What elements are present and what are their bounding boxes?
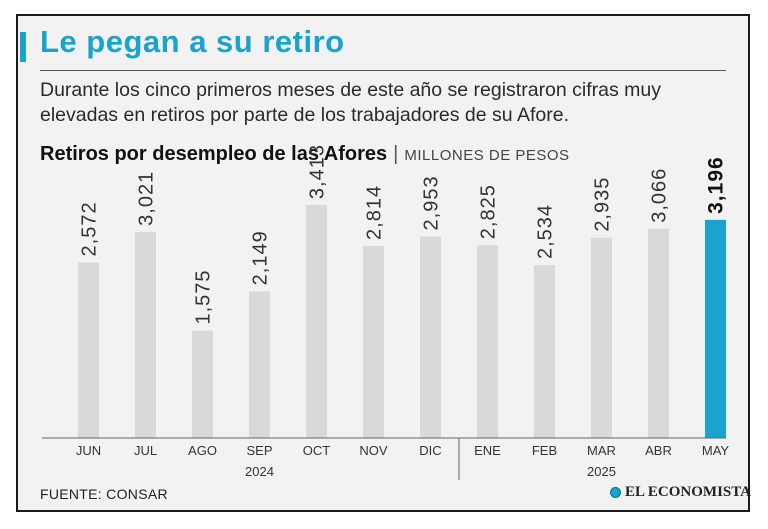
x-tick-label-nov: NOV <box>359 443 388 458</box>
bar-jul <box>135 231 156 438</box>
data-label-feb: 2,534 <box>535 204 557 259</box>
x-tick-label-ago: AGO <box>188 443 217 458</box>
data-label-ago: 1,575 <box>193 269 215 324</box>
x-tick-label-oct: OCT <box>303 443 331 458</box>
x-tick-label-may: MAY <box>702 443 730 458</box>
brand-icon <box>610 487 621 499</box>
bar-oct <box>306 205 327 438</box>
x-tick-label-feb: FEB <box>532 443 557 458</box>
title-accent-bar <box>20 32 26 62</box>
data-label-may: 3,196 <box>705 156 728 214</box>
bar-jun <box>78 262 99 438</box>
data-label-abr: 3,066 <box>649 168 671 223</box>
year-label-2025: 2025 <box>587 464 616 479</box>
bar-feb <box>534 265 555 438</box>
x-tick-label-jul: JUL <box>134 443 157 458</box>
bar-sep <box>249 291 270 438</box>
x-tick-label-ene: ENE <box>474 443 501 458</box>
data-label-sep: 2,149 <box>250 230 272 285</box>
description: Durante los cinco primeros meses de este… <box>40 79 662 126</box>
x-tick-label-dic: DIC <box>419 443 441 458</box>
source-note: FUENTE: CONSAR <box>40 486 168 502</box>
data-label-jul: 3,021 <box>136 171 158 226</box>
data-label-mar: 2,935 <box>592 177 614 232</box>
bar-mar <box>591 237 612 438</box>
x-tick-label-abr: ABR <box>645 443 672 458</box>
data-label-oct: 3,413 <box>307 144 329 199</box>
title-separator: | <box>393 143 399 165</box>
x-tick-label-sep: SEP <box>246 443 272 458</box>
bar-may <box>705 219 726 438</box>
data-label-dic: 2,953 <box>421 175 443 230</box>
bar-dic <box>420 236 441 438</box>
bar-abr <box>648 228 669 438</box>
page-title: Le pegan a su retiro <box>40 24 345 59</box>
year-label-2024: 2024 <box>245 464 274 479</box>
brand-logo: EL ECONOMISTA <box>610 484 751 501</box>
bar-ene <box>477 245 498 438</box>
data-label-ene: 2,825 <box>478 184 500 239</box>
data-label-jun: 2,572 <box>79 201 101 256</box>
brand-name: EL ECONOMISTA <box>625 484 751 500</box>
bar-nov <box>363 245 384 438</box>
x-tick-label-jun: JUN <box>76 443 101 458</box>
chart-unit: MILLONES DE PESOS <box>404 147 570 164</box>
chart-heading: Retiros por desempleo de las Afores | MILL… <box>40 143 570 166</box>
data-label-nov: 2,814 <box>364 185 386 240</box>
bar-ago <box>192 330 213 438</box>
x-tick-label-mar: MAR <box>587 443 616 458</box>
title-divider <box>40 70 726 71</box>
chart-title: Retiros por desempleo de las Afores <box>40 143 388 165</box>
